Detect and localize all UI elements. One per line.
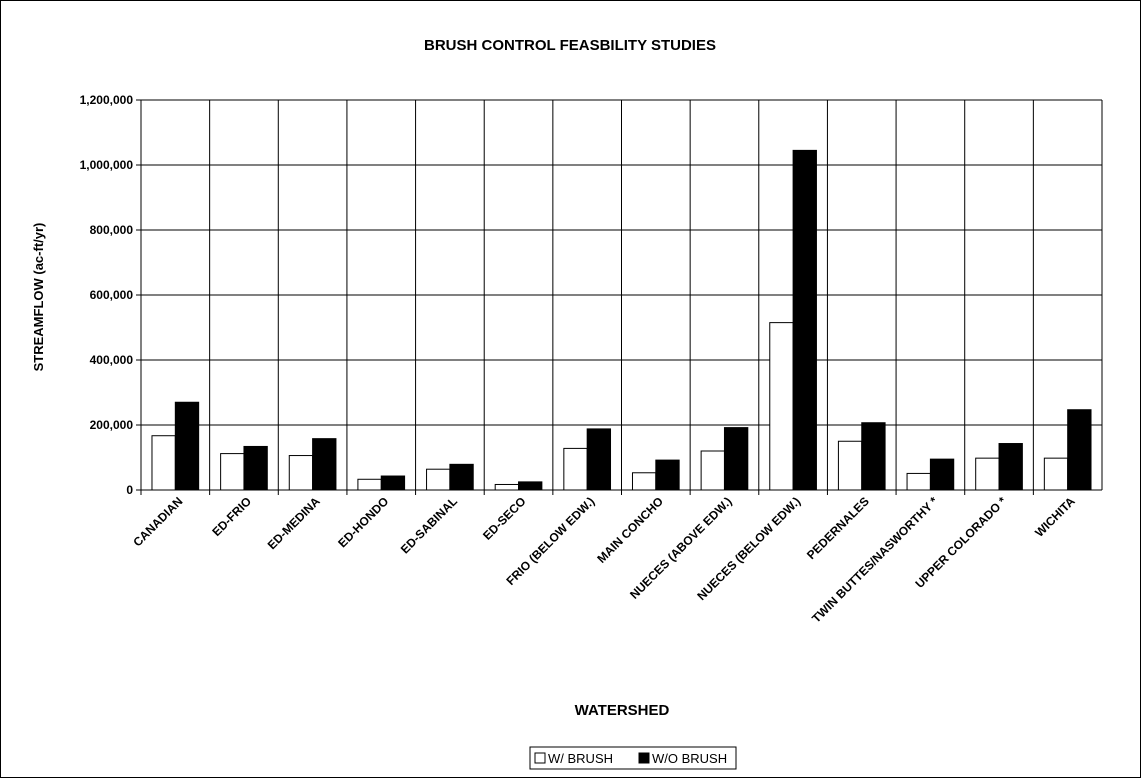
y-tick-label: 200,000 [90, 418, 134, 432]
bar-without-brush [998, 443, 1023, 491]
y-axis-label: STREAMFLOW (ac-ft/yr) [31, 223, 46, 372]
bar-without-brush [380, 475, 406, 491]
bar-with-brush [357, 478, 382, 491]
bar-without-brush [792, 149, 817, 491]
y-tick-label: 800,000 [90, 223, 134, 237]
y-tick-label: 0 [126, 483, 133, 497]
bar-with-brush [837, 440, 863, 491]
bar-with-brush [151, 435, 176, 491]
bar-with-brush [494, 483, 520, 491]
bar-with-brush [1043, 457, 1069, 491]
y-tick-label: 600,000 [90, 288, 134, 302]
bar-without-brush [861, 422, 886, 491]
bar-with-brush [700, 450, 725, 491]
legend-swatch-with-brush [534, 752, 546, 764]
bar-without-brush [655, 459, 680, 491]
legend-box [529, 746, 737, 770]
bar-without-brush [586, 428, 612, 491]
x-axis-label: WATERSHED [575, 702, 670, 719]
bar-with-brush [906, 472, 931, 491]
bar-with-brush [563, 447, 588, 491]
legend-swatch-without-brush [638, 752, 650, 764]
bar-without-brush [929, 458, 955, 491]
bar-with-brush [769, 322, 794, 491]
bar-with-brush [631, 472, 657, 491]
y-tick-label: 400,000 [90, 353, 134, 367]
y-tick-label: 1,000,000 [80, 158, 134, 172]
bar-without-brush [449, 463, 474, 491]
bar-without-brush [1067, 409, 1092, 491]
bar-without-brush [312, 438, 337, 491]
bar-without-brush [174, 401, 200, 491]
bar-with-brush [220, 453, 245, 491]
bar-without-brush [243, 445, 268, 491]
legend: W/ BRUSH W/O BRUSH [529, 746, 737, 770]
bar-without-brush [723, 427, 749, 491]
legend-label-without-brush: W/O BRUSH [652, 751, 727, 766]
chart-title: BRUSH CONTROL FEASBILITY STUDIES [424, 37, 716, 54]
bar-without-brush [518, 481, 543, 491]
bar-with-brush [288, 455, 314, 491]
bar-with-brush [426, 468, 451, 491]
legend-label-with-brush: W/ BRUSH [548, 751, 613, 766]
y-tick-label: 1,200,000 [80, 93, 134, 107]
bar-with-brush [975, 457, 1000, 491]
